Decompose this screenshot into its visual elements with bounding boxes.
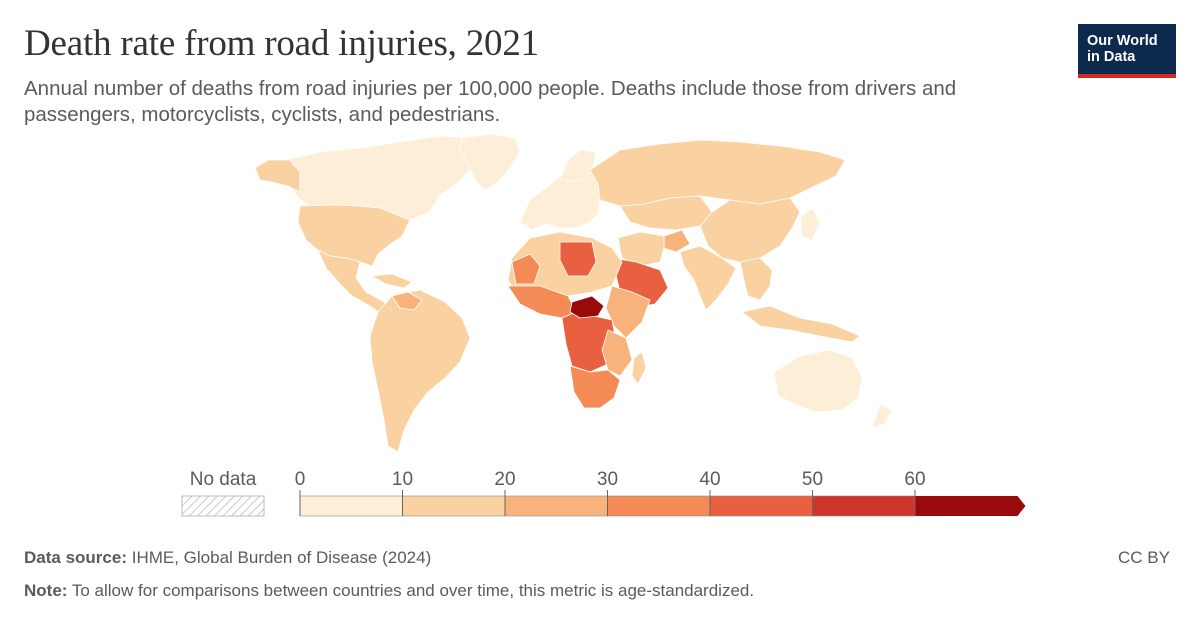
chart-title: Death rate from road injuries, 2021 <box>24 23 539 64</box>
region-india[interactable] <box>679 245 737 311</box>
region-australia[interactable] <box>773 349 863 413</box>
region-venezuela[interactable] <box>391 291 423 311</box>
legend-tick-label-10: 10 <box>392 469 413 490</box>
region-middle-east[interactable] <box>617 231 665 267</box>
region-scandinavia[interactable] <box>559 149 597 183</box>
region-libya[interactable] <box>559 241 597 277</box>
source-label: Data source: <box>24 548 127 567</box>
legend-bin-10-20[interactable] <box>402 495 506 517</box>
note-line: Note: To allow for comparisons between c… <box>24 581 754 601</box>
note-label: Note: <box>24 581 68 600</box>
region-indonesia[interactable] <box>741 305 861 343</box>
legend-tick-label-60: 60 <box>904 469 925 490</box>
note-text: To allow for comparisons between countri… <box>71 581 755 600</box>
region-southeast-asia[interactable] <box>739 257 773 301</box>
legend-tick-label-50: 50 <box>802 469 823 490</box>
owid-logo[interactable]: Our World in Data <box>1078 24 1176 78</box>
region-alaska[interactable] <box>254 159 301 193</box>
no-data-label: No data <box>190 469 257 490</box>
no-data-swatch <box>181 495 265 517</box>
legend-bin-50-60[interactable] <box>812 495 916 517</box>
logo-line-2: in Data <box>1087 49 1136 65</box>
legend-bin-40-50[interactable] <box>709 495 813 517</box>
region-central-african-republic[interactable] <box>569 295 605 319</box>
chart-subtitle: Annual number of deaths from road injuri… <box>24 77 957 126</box>
region-south-america[interactable] <box>369 289 471 453</box>
region-usa[interactable] <box>297 204 411 267</box>
region-east-africa[interactable] <box>601 329 633 377</box>
legend-tick-label-40: 40 <box>699 469 720 490</box>
region-canada[interactable] <box>261 135 521 221</box>
region-greenland[interactable] <box>459 133 521 191</box>
legend-tick-label-20: 20 <box>494 469 515 490</box>
source-text[interactable]: IHME, Global Burden of Disease (2024) <box>131 548 432 567</box>
region-madagascar[interactable] <box>631 351 647 385</box>
region-horn-of-africa[interactable] <box>605 285 651 339</box>
region-morocco[interactable] <box>511 253 541 285</box>
region-new-zealand[interactable] <box>871 403 893 429</box>
legend-tick-label-0: 0 <box>295 469 306 490</box>
legend-bin-60-plus[interactable] <box>915 496 1026 516</box>
legend-tick-label-30: 30 <box>597 469 618 490</box>
license-link[interactable]: CC BY <box>1118 548 1170 567</box>
region-southern-africa[interactable] <box>569 365 621 409</box>
legend-bin-20-30[interactable] <box>504 495 608 517</box>
region-caribbean[interactable] <box>371 273 413 289</box>
legend-bin-0-10[interactable] <box>299 495 403 517</box>
region-japan[interactable] <box>799 207 821 241</box>
legend-bin-30-40[interactable] <box>607 495 711 517</box>
logo-line-1: Our World <box>1087 33 1158 49</box>
data-source-line: Data source: IHME, Global Burden of Dise… <box>24 548 431 568</box>
